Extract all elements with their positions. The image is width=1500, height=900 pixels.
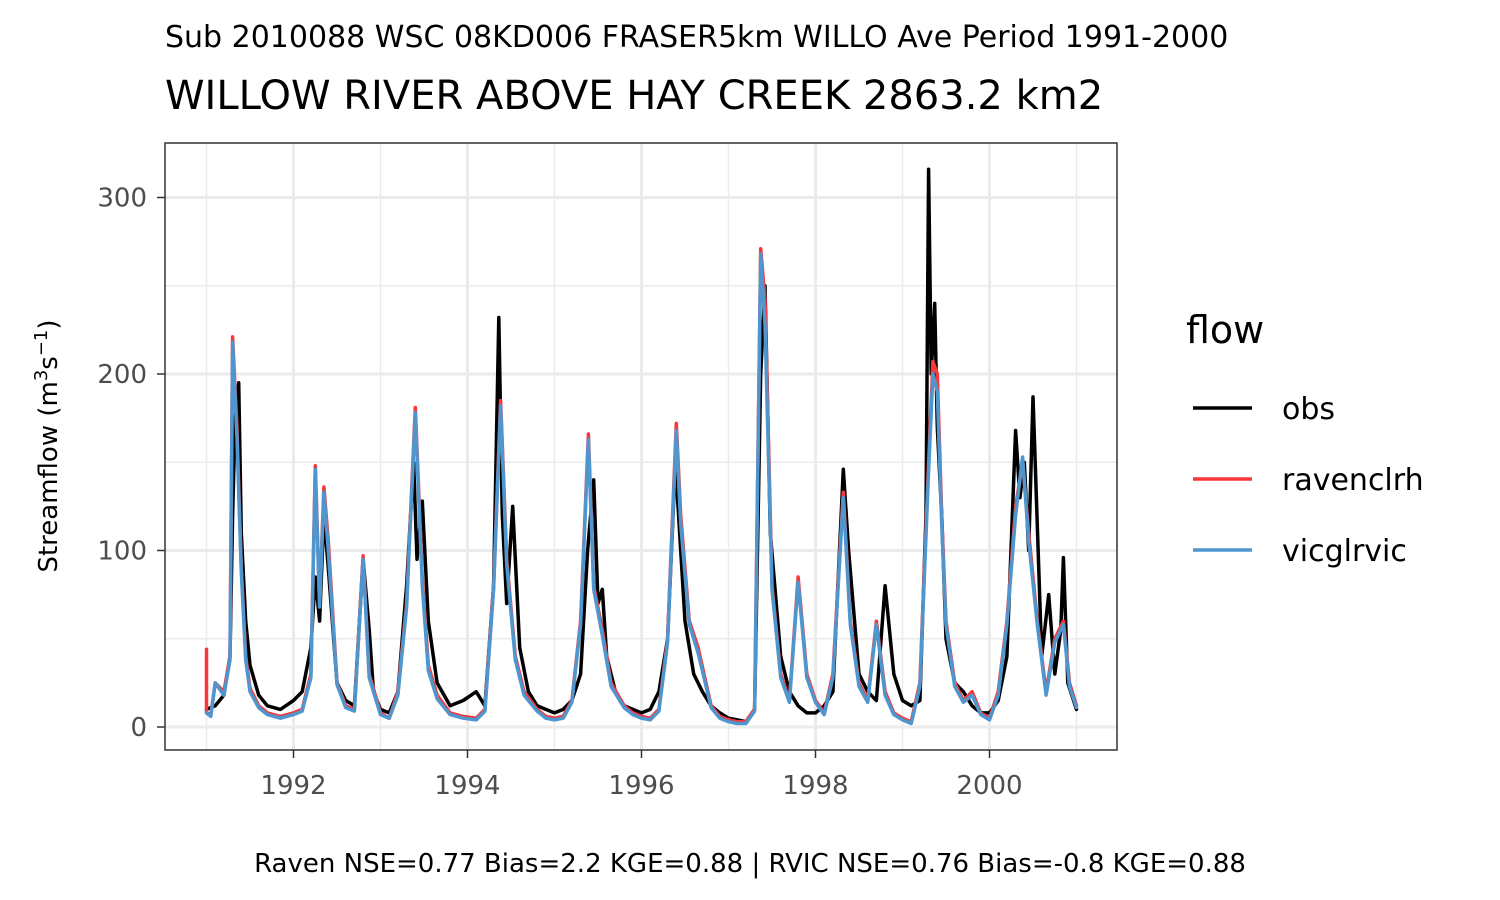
y-axis-title: Streamflow (m3s−1) xyxy=(31,319,65,572)
x-tick-label: 2000 xyxy=(956,771,1022,801)
x-tick-label: 1998 xyxy=(782,771,848,801)
grid-lines xyxy=(165,143,1117,750)
y-tick-label: 0 xyxy=(130,713,147,743)
y-axis-title-end: ) xyxy=(34,319,64,329)
y-axis-title-mid: s xyxy=(34,356,64,370)
legend: flow obs ravenclrh vicglrvic xyxy=(1186,308,1424,569)
y-axis-title-sup1: 3 xyxy=(31,370,52,381)
series-line-vicglrvic xyxy=(204,252,1079,726)
x-tick-label: 1994 xyxy=(434,771,500,801)
legend-title: flow xyxy=(1186,308,1264,352)
chart-subtitle: Sub 2010088 WSC 08KD006 FRASER5km WILLO … xyxy=(165,20,1228,55)
y-tick-label: 100 xyxy=(97,537,147,567)
y-axis-title-sup2: −1 xyxy=(31,330,52,357)
x-tick-label: 1996 xyxy=(608,771,674,801)
legend-label-vicglrvic: vicglrvic xyxy=(1282,534,1407,569)
series-layer xyxy=(204,167,1079,726)
y-tick-label: 300 xyxy=(97,184,147,214)
chart-caption: Raven NSE=0.77 Bias=2.2 KGE=0.88 | RVIC … xyxy=(254,849,1246,879)
axes: 0 100 200 300 1992 1994 1996 1998 2000 xyxy=(97,184,1022,802)
x-tick-label: 1992 xyxy=(260,771,326,801)
chart-title: WILLOW RIVER ABOVE HAY CREEK 2863.2 km2 xyxy=(165,73,1103,119)
y-tick-label: 200 xyxy=(97,360,147,390)
y-axis-title-main: Streamflow (m xyxy=(34,381,64,572)
legend-label-ravenclrh: ravenclrh xyxy=(1282,463,1424,498)
legend-label-obs: obs xyxy=(1282,392,1335,427)
